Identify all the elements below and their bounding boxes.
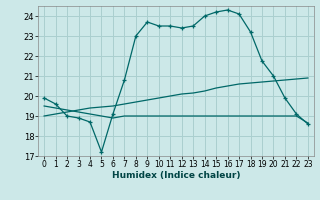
X-axis label: Humidex (Indice chaleur): Humidex (Indice chaleur) (112, 171, 240, 180)
